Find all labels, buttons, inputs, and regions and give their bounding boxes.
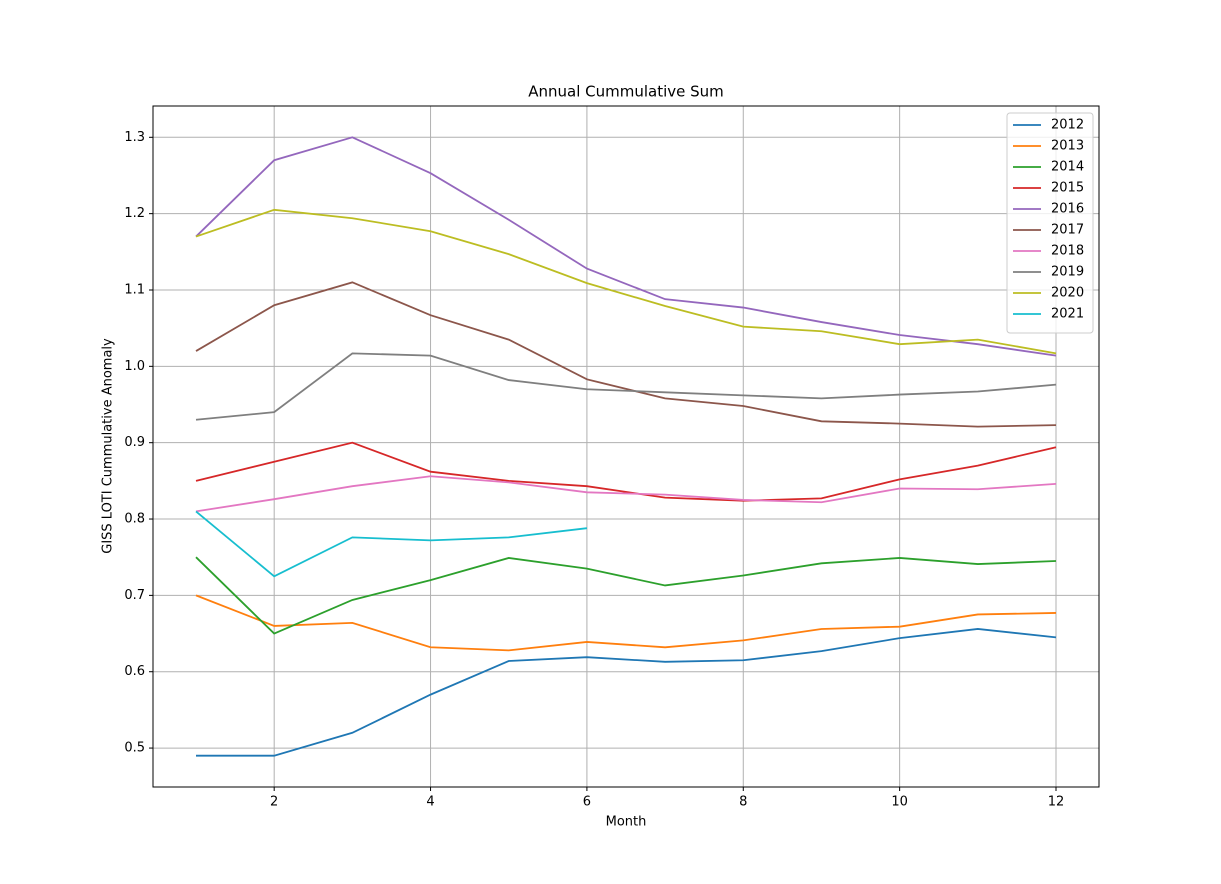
legend-label: 2014 — [1051, 160, 1084, 175]
x-tick-label: 10 — [891, 795, 908, 810]
y-tick-label: 0.5 — [124, 741, 145, 756]
x-tick-label: 8 — [739, 795, 747, 810]
line-series — [195, 352, 1057, 421]
line-series — [195, 556, 1057, 635]
x-tick-label: 2 — [270, 795, 278, 810]
y-tick-label: 1.0 — [124, 359, 145, 374]
legend-label: 2016 — [1051, 202, 1084, 217]
y-tick-label: 0.6 — [124, 664, 145, 679]
legend-label: 2012 — [1051, 118, 1084, 133]
legend-label: 2013 — [1051, 139, 1084, 154]
plot-frame — [152, 105, 1100, 788]
x-tick-label: 12 — [1048, 795, 1065, 810]
legend-box — [1006, 112, 1094, 334]
line-series — [195, 441, 1057, 502]
y-tick-label: 0.9 — [124, 435, 145, 450]
legend-label: 2020 — [1051, 286, 1084, 301]
x-axis-label: Month — [606, 815, 647, 830]
x-tick-label: 6 — [583, 795, 591, 810]
legend-label: 2015 — [1051, 181, 1084, 196]
legend-label: 2019 — [1051, 265, 1084, 280]
y-tick-label: 0.8 — [124, 512, 145, 527]
line-series — [195, 475, 1057, 513]
y-tick-label: 1.2 — [124, 206, 145, 221]
line-series — [196, 628, 1057, 757]
y-tick-label: 1.3 — [124, 130, 145, 145]
y-tick-label: 0.7 — [124, 588, 145, 603]
line-series — [195, 594, 1057, 652]
line-series — [195, 510, 588, 578]
legend-label: 2017 — [1051, 223, 1084, 238]
legend-label: 2018 — [1051, 244, 1084, 259]
line-series — [195, 136, 1057, 357]
line-series — [195, 281, 1057, 428]
x-tick-label: 4 — [426, 795, 434, 810]
y-axis-label: GISS LOTI Cummulative Anomaly — [101, 338, 116, 554]
y-tick-label: 1.1 — [124, 282, 145, 297]
legend-label: 2021 — [1051, 307, 1084, 322]
chart-title: Annual Cummulative Sum — [528, 83, 724, 101]
line-series — [195, 208, 1057, 355]
